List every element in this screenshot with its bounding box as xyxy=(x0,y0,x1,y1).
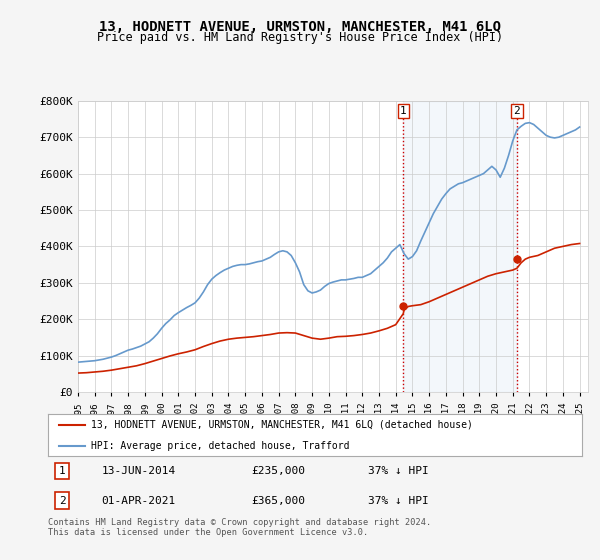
Text: 2: 2 xyxy=(59,496,65,506)
Text: 2: 2 xyxy=(514,106,520,116)
Text: Price paid vs. HM Land Registry's House Price Index (HPI): Price paid vs. HM Land Registry's House … xyxy=(97,31,503,44)
Text: 1: 1 xyxy=(400,106,407,116)
Text: 13-JUN-2014: 13-JUN-2014 xyxy=(101,466,176,476)
Text: £365,000: £365,000 xyxy=(251,496,305,506)
Text: 01-APR-2021: 01-APR-2021 xyxy=(101,496,176,506)
Text: Contains HM Land Registry data © Crown copyright and database right 2024.
This d: Contains HM Land Registry data © Crown c… xyxy=(48,518,431,538)
Text: 37% ↓ HPI: 37% ↓ HPI xyxy=(368,466,429,476)
Text: 13, HODNETT AVENUE, URMSTON, MANCHESTER, M41 6LQ: 13, HODNETT AVENUE, URMSTON, MANCHESTER,… xyxy=(99,20,501,34)
Text: £235,000: £235,000 xyxy=(251,466,305,476)
Text: 13, HODNETT AVENUE, URMSTON, MANCHESTER, M41 6LQ (detached house): 13, HODNETT AVENUE, URMSTON, MANCHESTER,… xyxy=(91,420,473,430)
Bar xyxy=(403,101,517,392)
Text: 1: 1 xyxy=(59,466,65,476)
Text: 37% ↓ HPI: 37% ↓ HPI xyxy=(368,496,429,506)
Text: HPI: Average price, detached house, Trafford: HPI: Average price, detached house, Traf… xyxy=(91,441,349,451)
